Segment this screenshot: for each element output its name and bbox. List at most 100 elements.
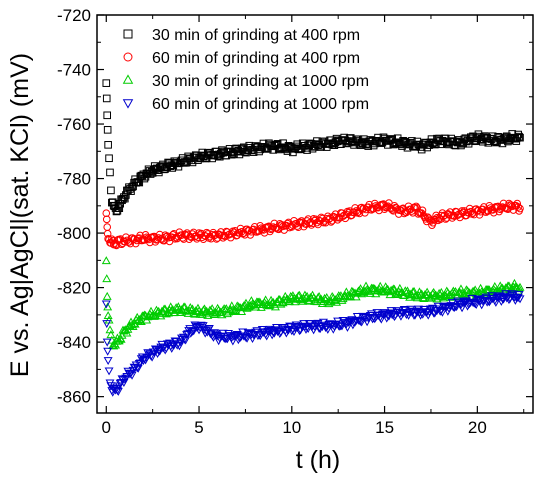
data-point xyxy=(467,294,477,303)
data-point xyxy=(102,320,112,329)
data-point xyxy=(352,312,362,321)
data-point xyxy=(356,317,366,326)
data-point xyxy=(204,325,214,333)
data-point xyxy=(238,328,248,337)
x-tick-label: 10 xyxy=(282,418,301,437)
series-1 xyxy=(102,79,524,216)
plot-frame xyxy=(96,14,534,414)
data-point xyxy=(163,232,172,240)
data-point xyxy=(102,291,112,300)
legend-marker xyxy=(123,29,133,39)
data-point xyxy=(188,158,197,167)
data-point xyxy=(435,307,445,316)
data-point xyxy=(516,204,524,213)
data-point xyxy=(513,294,523,303)
data-point xyxy=(308,322,318,331)
data-point xyxy=(105,154,113,163)
data-point xyxy=(495,293,505,302)
legend-entry: 30 min of grinding at 400 rpm xyxy=(123,27,360,44)
series-4 xyxy=(101,290,525,397)
data-point xyxy=(369,283,379,292)
legend-entry: 60 min of grinding at 400 rpm xyxy=(123,50,360,67)
axis-ticks: 0 5 10 15 20 -720 -740 -760 -780 -800 -820 -840 -860 xyxy=(57,6,533,437)
data-point xyxy=(515,132,523,141)
data-point xyxy=(101,256,111,265)
y-tick-label: -720 xyxy=(57,6,91,25)
data-point xyxy=(269,329,279,338)
legend-label: 60 min of grinding at 400 rpm xyxy=(152,50,360,67)
data-point xyxy=(423,311,433,320)
data-point xyxy=(412,202,420,211)
data-point xyxy=(205,305,215,314)
data-point xyxy=(231,307,241,316)
data-point xyxy=(104,367,114,376)
data-point xyxy=(107,186,115,195)
data-point xyxy=(241,334,251,342)
data-point xyxy=(273,328,283,336)
data-point xyxy=(151,346,161,355)
data-point xyxy=(333,317,343,326)
data-point xyxy=(447,299,457,308)
y-tick-label: -860 xyxy=(57,388,91,407)
data-point xyxy=(294,223,303,232)
y-tick-label: -820 xyxy=(57,279,91,298)
data-point xyxy=(440,290,450,299)
data-point xyxy=(217,310,227,319)
legend-marker xyxy=(122,74,134,84)
data-point xyxy=(103,357,113,366)
data-point xyxy=(122,328,132,337)
plot-markers xyxy=(101,79,525,397)
data-point xyxy=(188,327,198,336)
data-point xyxy=(239,301,249,310)
data-point xyxy=(246,296,256,305)
legend: 30 min of grinding at 400 rpm 60 min of g… xyxy=(122,27,369,113)
data-point xyxy=(251,302,261,311)
x-tick-label: 5 xyxy=(194,418,203,437)
data-point xyxy=(309,326,319,335)
data-point xyxy=(187,328,197,337)
data-point xyxy=(361,281,371,290)
y-tick-label: -780 xyxy=(57,170,91,189)
data-point xyxy=(446,292,456,301)
y-tick-label: -740 xyxy=(57,61,91,80)
data-point xyxy=(514,291,524,300)
data-point xyxy=(127,187,135,195)
data-point xyxy=(180,335,190,344)
data-point xyxy=(450,212,459,220)
data-point xyxy=(102,79,111,87)
data-point xyxy=(509,278,519,287)
data-point xyxy=(111,340,121,349)
data-point xyxy=(218,329,228,338)
y-tick-label: -800 xyxy=(57,224,91,243)
legend-entry: 60 min of grinding at 1000 rpm xyxy=(122,96,369,113)
data-point xyxy=(102,209,111,218)
data-point xyxy=(387,311,397,320)
data-point xyxy=(103,126,112,134)
data-point xyxy=(353,286,363,295)
data-point xyxy=(350,208,358,217)
y-tick-label: -760 xyxy=(57,115,91,134)
data-point xyxy=(483,297,493,306)
data-point xyxy=(254,297,264,306)
data-point xyxy=(515,282,525,291)
data-point xyxy=(294,327,304,336)
data-point xyxy=(115,204,124,213)
data-point xyxy=(106,168,114,177)
data-point xyxy=(134,360,144,368)
data-point xyxy=(278,221,286,229)
legend-label: 30 min of grinding at 400 rpm xyxy=(152,27,360,44)
x-tick-label: 0 xyxy=(102,418,111,437)
data-point xyxy=(381,310,391,319)
data-point xyxy=(357,318,367,327)
data-point xyxy=(103,111,112,120)
x-tick-label: 15 xyxy=(375,418,394,437)
series-3 xyxy=(101,256,525,350)
data-point xyxy=(242,334,252,343)
legend-entry: 30 min of grinding at 1000 rpm xyxy=(122,73,369,90)
data-point xyxy=(102,338,112,347)
data-point xyxy=(179,235,188,243)
data-point xyxy=(104,141,112,149)
data-point xyxy=(346,292,356,301)
data-point xyxy=(471,301,481,310)
data-point xyxy=(470,300,480,309)
